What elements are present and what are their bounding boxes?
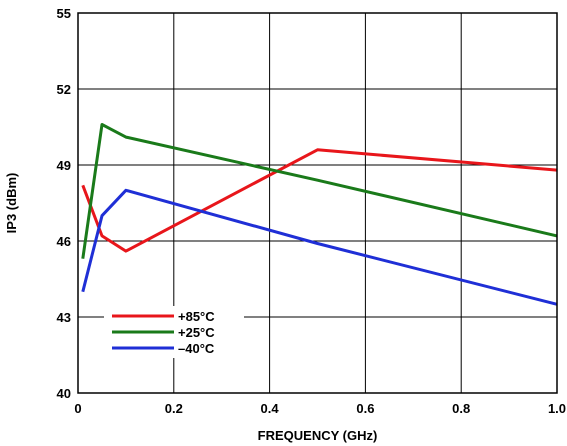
series-3 xyxy=(81,188,558,306)
y-tick-label: 52 xyxy=(57,82,71,97)
x-axis-title: FREQUENCY (GHz) xyxy=(258,428,378,443)
legend: +85°C+25°C–40°C xyxy=(104,306,244,358)
legend-item: +85°C xyxy=(112,309,215,324)
x-tick-labels: 0 0.2 0.4 0.6 0.8 1.0 xyxy=(74,401,566,416)
legend-label: +25°C xyxy=(178,325,215,340)
x-tick-label: 0 xyxy=(74,401,81,416)
x-tick-label: 1.0 xyxy=(548,401,566,416)
x-tick-label: 0.4 xyxy=(261,401,280,416)
series-layer xyxy=(81,123,558,306)
y-tick-label: 46 xyxy=(57,234,71,249)
y-tick-label: 40 xyxy=(57,386,71,401)
x-tick-label: 0.8 xyxy=(452,401,470,416)
y-axis-title: IP3 (dBm) xyxy=(4,173,19,234)
x-tick-label: 0.2 xyxy=(165,401,183,416)
legend-item: +25°C xyxy=(112,325,215,340)
series-line xyxy=(81,188,558,306)
series-1 xyxy=(81,148,558,253)
x-tick-label: 0.6 xyxy=(356,401,374,416)
y-tick-labels: 40 43 46 49 52 55 xyxy=(57,6,71,401)
y-tick-label: 43 xyxy=(57,310,71,325)
series-2 xyxy=(81,123,558,259)
series-line xyxy=(81,123,558,259)
y-tick-label: 49 xyxy=(57,158,71,173)
legend-label: +85°C xyxy=(178,309,215,324)
y-tick-label: 55 xyxy=(57,6,71,21)
legend-item: –40°C xyxy=(112,341,215,356)
legend-label: –40°C xyxy=(178,341,215,356)
series-line xyxy=(81,148,558,253)
plot-frame xyxy=(77,12,558,394)
